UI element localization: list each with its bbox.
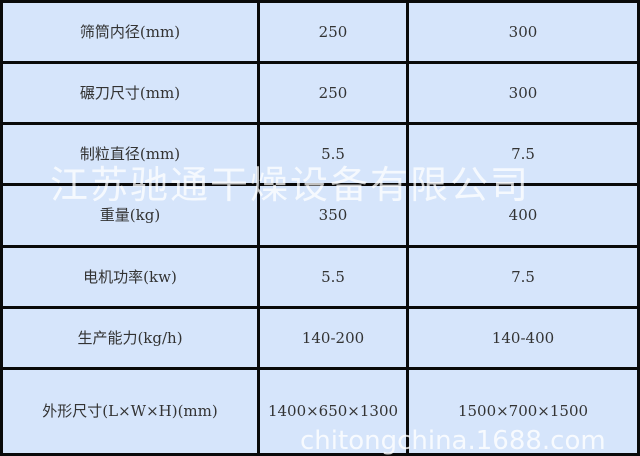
table-row: 制粒直径(mm) 5.5 7.5	[0, 122, 640, 187]
spec-label: 筛筒内径(mm)	[0, 0, 260, 65]
spec-value: 7.5	[406, 244, 640, 309]
spec-label: 碾刀尺寸(mm)	[0, 61, 260, 126]
spec-value: 250	[257, 61, 409, 126]
spec-value: 250	[257, 0, 409, 65]
table-row: 重量(kg) 350 400	[0, 183, 640, 248]
table-row: 电机功率(kw) 5.5 7.5	[0, 244, 640, 309]
spec-value: 350	[257, 183, 409, 248]
spec-value: 300	[406, 61, 640, 126]
spec-value: 300	[406, 0, 640, 65]
spec-value: 1500×700×1500	[406, 366, 640, 456]
table-row: 筛筒内径(mm) 250 300	[0, 0, 640, 65]
spec-value: 400	[406, 183, 640, 248]
spec-value: 1400×650×1300	[257, 366, 409, 456]
spec-value: 5.5	[257, 244, 409, 309]
spec-value: 140-400	[406, 305, 640, 370]
spec-label: 外形尺寸(L×W×H)(mm)	[0, 366, 260, 456]
spec-value: 7.5	[406, 122, 640, 187]
spec-label: 电机功率(kw)	[0, 244, 260, 309]
table-row: 外形尺寸(L×W×H)(mm) 1400×650×1300 1500×700×150…	[0, 366, 640, 456]
spec-value: 5.5	[257, 122, 409, 187]
spec-value: 140-200	[257, 305, 409, 370]
spec-label: 制粒直径(mm)	[0, 122, 260, 187]
spec-label: 重量(kg)	[0, 183, 260, 248]
table-row: 碾刀尺寸(mm) 250 300	[0, 61, 640, 126]
spec-label: 生产能力(kg/h)	[0, 305, 260, 370]
table-row: 生产能力(kg/h) 140-200 140-400	[0, 305, 640, 370]
